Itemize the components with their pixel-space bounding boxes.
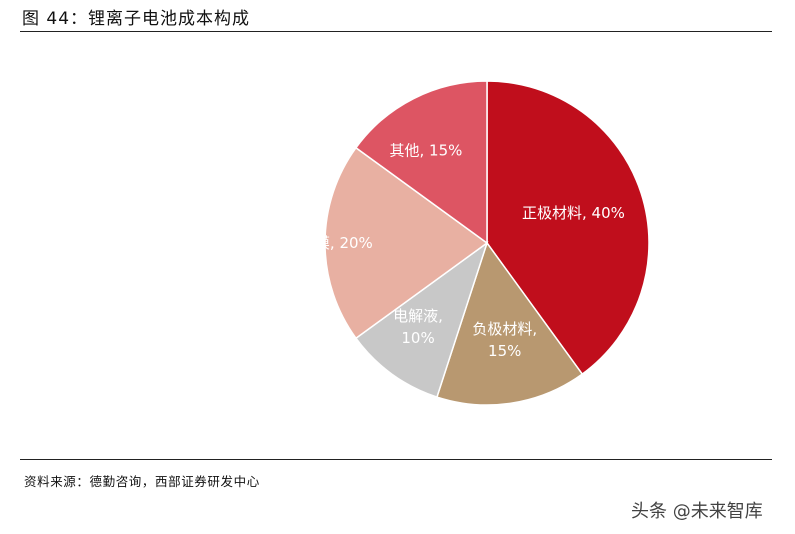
pie-slice-label-2: 负极材料, 15% <box>472 320 537 360</box>
watermark: 头条 @未来智库 <box>631 501 763 522</box>
figure-title: 图 44：锂离子电池成本构成 <box>22 9 251 29</box>
pie-slice-3 <box>354 241 489 399</box>
pie-slice-label-1: 正极材料, 40% <box>522 204 625 222</box>
pie-slice-2 <box>435 241 584 406</box>
pie-slice-label-3: 电解液, 10% <box>393 307 443 347</box>
pie-labels: 正极材料, 40% 负极材料, 15% 电解液, 10% 隔膜, 20% 其他, 15% <box>300 142 625 361</box>
top-rule <box>20 31 772 32</box>
pie-slice-1 <box>486 80 650 376</box>
pie-slice-label-4: 隔膜, 20% <box>300 234 373 252</box>
pie-slice-label-5: 其他, 15% <box>389 142 462 160</box>
pie-slice-5 <box>354 80 488 245</box>
source-note: 资料来源：德勤咨询，西部证券研发中心 <box>24 474 260 489</box>
pie-slices <box>324 80 650 406</box>
bottom-rule <box>20 459 772 460</box>
pie-slice-4 <box>324 146 489 340</box>
